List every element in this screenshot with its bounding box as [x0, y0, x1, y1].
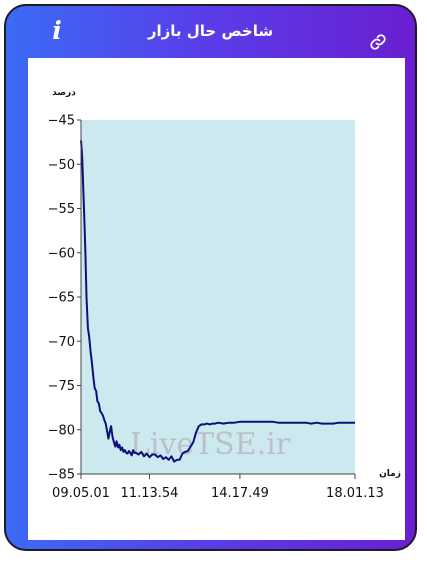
chart-card: LiveTSE.ir −45 −50 −55 −60 −65 −70 −75 −80 −85 0… — [28, 58, 405, 540]
app-frame: i شاخص حال بازار LiveTSE.ir −45 −50 −55 −60… — [4, 4, 417, 551]
x-tick-label: 11.13.54 — [121, 486, 179, 501]
y-tick-label: −70 — [48, 335, 75, 350]
y-tick-label: −45 — [48, 114, 75, 129]
x-tick-label: 18.01.13 — [326, 486, 384, 501]
y-tick-label: −60 — [48, 246, 75, 261]
y-tick-label: −85 — [48, 468, 75, 483]
area-chart: LiveTSE.ir −45 −50 −55 −60 −65 −70 −75 −80 −85 0… — [48, 88, 401, 501]
link-icon[interactable] — [369, 33, 387, 51]
x-tick-label: 14.17.49 — [211, 486, 269, 501]
x-axis-label: زمان — [379, 469, 401, 479]
page-title: شاخص حال بازار — [147, 22, 274, 40]
y-tick-label: −55 — [48, 202, 75, 217]
y-tick-label: −75 — [48, 379, 75, 394]
x-tick-label: 09.05.01 — [52, 486, 110, 501]
y-tick-label: −65 — [48, 291, 75, 306]
y-tick-label: −50 — [48, 158, 75, 173]
header: i شاخص حال بازار — [6, 6, 415, 58]
plot-area — [81, 120, 355, 474]
y-tick-label: −80 — [48, 423, 75, 438]
info-icon[interactable]: i — [52, 16, 62, 45]
y-axis-label: درصد — [52, 88, 76, 98]
series-line — [80, 140, 355, 463]
watermark: LiveTSE.ir — [130, 427, 291, 462]
